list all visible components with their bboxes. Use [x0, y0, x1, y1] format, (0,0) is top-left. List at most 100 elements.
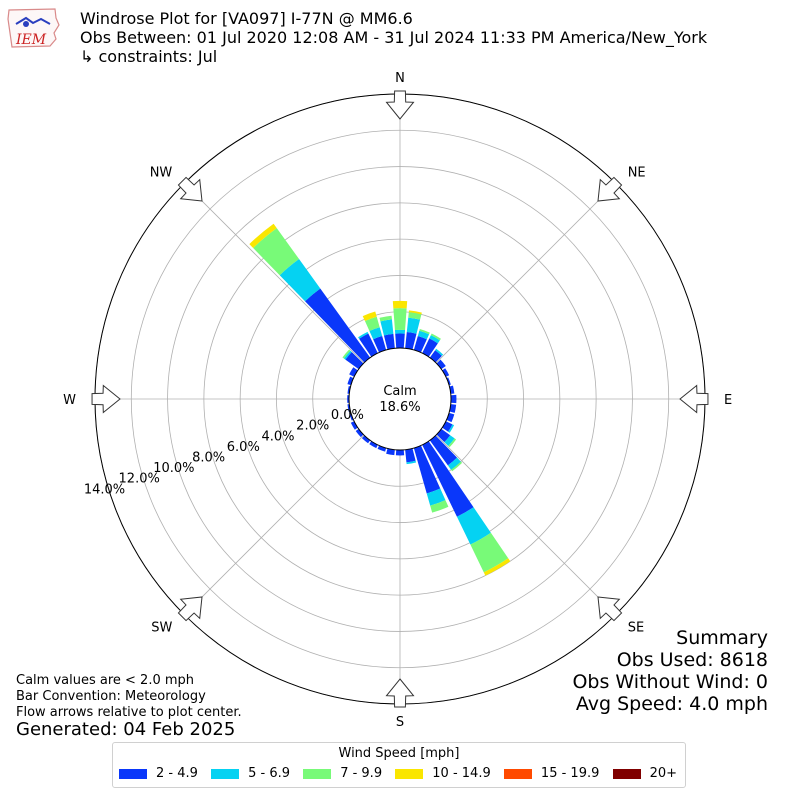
logo-text: IEM: [15, 32, 47, 48]
legend-label: 20+: [649, 766, 677, 781]
bar-segment: [448, 424, 455, 433]
bar-segment: [369, 441, 378, 449]
legend-label: 15 - 19.9: [540, 766, 600, 781]
bar-segment: [447, 457, 461, 470]
bar-segment: [253, 228, 300, 276]
bar-segment: [383, 333, 395, 350]
radial-tick-label: 10.0%: [153, 461, 194, 476]
direction-label: NW: [150, 165, 173, 180]
bar-segment: [450, 394, 457, 404]
bar-segment: [422, 441, 474, 517]
bar-segment: [448, 438, 457, 448]
bar-segment: [446, 377, 451, 386]
legend-swatch: [612, 768, 641, 779]
radial-tick-label: 4.0%: [261, 429, 294, 444]
bar-segment: [380, 319, 394, 336]
direction-label: SW: [151, 621, 172, 636]
radial-tick-label: 8.0%: [192, 451, 225, 466]
bar-segment: [342, 349, 351, 359]
bar-segment: [436, 428, 451, 443]
legend-item: 20+: [612, 766, 677, 781]
bar-segment: [422, 338, 438, 357]
title-block: Windrose Plot for [VA097] I-77N @ MM6.6 …: [80, 9, 707, 66]
bar-segment: [377, 445, 387, 452]
bar-segment: [364, 316, 380, 331]
iem-logo: IEM: [6, 6, 60, 52]
bar-segment: [359, 333, 378, 357]
bar-segment: [483, 558, 511, 576]
generated-date: Generated: 04 Feb 2025: [16, 719, 236, 740]
summary-panel: Summary Obs Used: 8618 Obs Without Wind:…: [572, 627, 768, 715]
bar-segment: [343, 350, 352, 360]
flow-arrow-icon: [177, 596, 203, 622]
bar-segment: [349, 367, 358, 377]
bar-segment: [386, 448, 395, 456]
grid-spoke: [435, 183, 616, 364]
bar-segment: [451, 461, 463, 472]
legend-swatch: [303, 768, 332, 779]
radial-tick-label: 2.0%: [296, 419, 329, 434]
legend-item: 5 - 6.9: [211, 766, 290, 781]
radial-tick-label: 0.0%: [331, 408, 364, 423]
calm-circle: [348, 347, 452, 451]
bar-segment: [379, 315, 392, 322]
calm-label: Calm: [383, 384, 416, 399]
bar-segment: [358, 331, 369, 339]
iowa-map-icon: IEM: [7, 8, 60, 48]
legend-swatch: [503, 768, 532, 779]
bar-segment: [304, 288, 371, 363]
bar-segment: [413, 445, 441, 494]
flow-arrows: [91, 90, 709, 708]
legend-item: 7 - 9.9: [303, 766, 382, 781]
convention-note: Bar Convention: Meteorology: [16, 689, 206, 704]
flow-arrow-icon: [597, 176, 623, 202]
bar-segment: [456, 507, 491, 545]
bar-segment: [442, 368, 450, 377]
bar-segment: [405, 332, 417, 350]
bar-segment: [249, 223, 277, 248]
bar-segment: [430, 333, 441, 341]
bar-segment: [406, 317, 421, 334]
obs-used: Obs Used: 8618: [616, 649, 768, 671]
bar-segment: [444, 435, 455, 446]
direction-label: W: [63, 393, 76, 408]
legend-label: 7 - 9.9: [340, 766, 383, 781]
flow-arrow-icon: [177, 176, 203, 202]
bar-segment: [408, 312, 422, 320]
bar-segment: [395, 449, 405, 456]
bar-segment: [408, 310, 422, 315]
direction-label: E: [724, 393, 732, 408]
bar-segment: [362, 311, 377, 322]
bar-segment: [435, 348, 444, 356]
bar-segment: [373, 335, 387, 353]
constraints-label: ↳ constraints: Jul: [80, 47, 218, 66]
axis-labels: N NE E SE S SW W NW 0.0%2.0%4.0%6.0%8.0%10.0%12.…: [63, 71, 732, 730]
bar-segment: [406, 460, 417, 465]
bar-segment: [430, 500, 449, 513]
bar-segment: [394, 329, 406, 334]
bar-segment: [429, 435, 458, 466]
bar-segment: [361, 435, 371, 444]
bar-segment: [419, 328, 430, 335]
legend: Wind Speed [mph] 2 - 4.9 5 - 6.9 7 - 9.9 10…: [112, 742, 686, 788]
direction-label: S: [396, 715, 404, 730]
bar-segment: [470, 532, 509, 573]
bar-segment: [347, 376, 354, 386]
direction-label: SE: [628, 621, 644, 636]
bar-segment: [405, 448, 416, 463]
bar-segment: [413, 335, 427, 353]
windrose-bars: [249, 223, 511, 576]
legend-item: 2 - 4.9: [119, 766, 198, 781]
bar-segment: [355, 428, 364, 438]
calm-value: 18.6%: [379, 400, 420, 415]
calm-note: Calm values are < 2.0 mph: [16, 673, 195, 688]
bar-segment: [429, 335, 440, 344]
legend-item: 10 - 14.9: [395, 766, 491, 781]
grid-spoke: [184, 183, 365, 364]
radial-tick-label: 6.0%: [227, 440, 260, 455]
flow-note: Flow arrows relative to plot center.: [16, 705, 242, 720]
obs-without-wind: Obs Without Wind: 0: [572, 671, 768, 693]
flow-arrow-icon: [385, 678, 415, 708]
bar-segment: [393, 308, 407, 331]
